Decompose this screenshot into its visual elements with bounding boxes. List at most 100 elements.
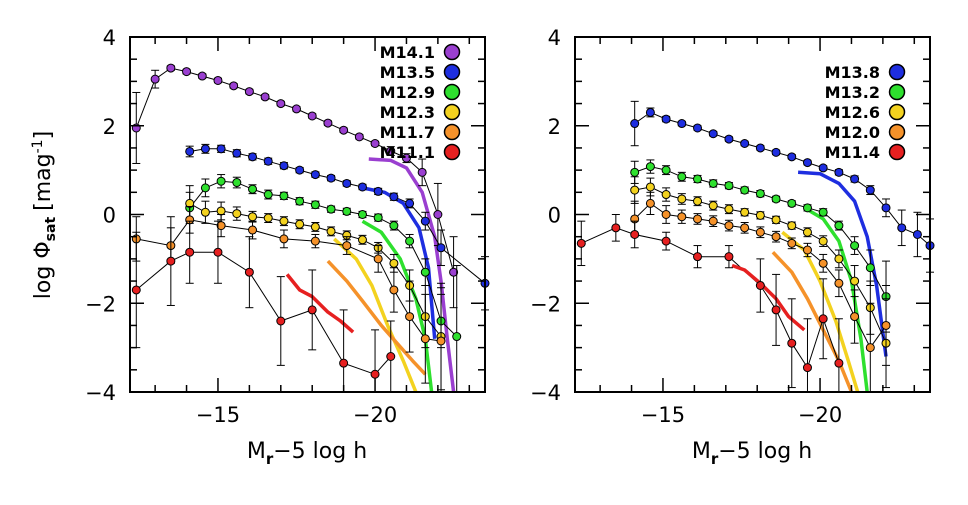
model-curve — [368, 157, 456, 393]
left-y-label-unit: [mag — [31, 153, 56, 210]
data-point — [850, 174, 860, 184]
data-point — [248, 184, 258, 194]
data-point — [244, 267, 254, 277]
model-curve — [285, 273, 355, 334]
data-point — [630, 167, 640, 177]
right-x-tick-label: −20 — [798, 403, 842, 427]
left-legend-marker — [443, 63, 461, 81]
data-point — [787, 238, 797, 248]
data-point — [818, 236, 828, 246]
left-y-tick-label: −2 — [85, 292, 116, 316]
data-point — [150, 74, 160, 84]
data-point — [755, 143, 765, 153]
data-point — [248, 152, 258, 162]
data-point — [787, 152, 797, 162]
data-point — [405, 236, 415, 246]
data-point — [279, 216, 289, 226]
data-point — [724, 181, 734, 191]
data-point — [420, 334, 430, 344]
data-point — [787, 198, 797, 208]
data-point — [436, 336, 446, 346]
data-point — [865, 343, 875, 353]
data-point — [771, 305, 781, 315]
data-point — [295, 196, 305, 206]
data-point — [370, 369, 380, 379]
data-point — [677, 172, 687, 182]
data-point — [326, 173, 336, 183]
data-point — [802, 227, 812, 237]
left-series-m13-5 — [185, 143, 490, 339]
data-point — [850, 312, 860, 322]
data-point — [802, 158, 812, 168]
left-series-m11-1 — [131, 216, 396, 392]
left-y-tick-label: −4 — [85, 381, 116, 405]
right-series-m13-8 — [630, 100, 935, 357]
data-line — [135, 251, 392, 375]
data-point — [708, 201, 718, 211]
data-point — [452, 332, 462, 342]
data-point — [771, 215, 781, 225]
right-legend-label: M13.2 — [825, 83, 880, 102]
left-y-axis-label: log Φsat [mag-1] — [30, 131, 59, 299]
model-curve — [361, 219, 434, 393]
left-x-tick-label: −15 — [196, 403, 240, 427]
data-point — [232, 178, 242, 188]
data-point — [326, 204, 336, 214]
data-point — [677, 194, 687, 204]
data-point — [818, 258, 828, 268]
left-x-tick-label: −20 — [353, 403, 397, 427]
data-point — [881, 320, 891, 330]
data-point — [232, 148, 242, 158]
data-point — [724, 252, 734, 262]
data-point — [389, 258, 399, 268]
right-legend-label: M13.8 — [825, 63, 880, 82]
model-curve — [731, 263, 806, 332]
data-point — [279, 161, 289, 171]
data-point — [740, 207, 750, 217]
data-point — [260, 92, 270, 102]
data-point — [354, 132, 364, 142]
left-y-label-close: ] — [31, 131, 56, 140]
left-series-m12-9 — [185, 174, 462, 393]
data-point — [724, 204, 734, 214]
right-y-tick-label: −2 — [530, 292, 561, 316]
data-point — [357, 182, 367, 192]
data-point — [661, 165, 671, 175]
data-point — [708, 129, 718, 139]
data-point — [818, 163, 828, 173]
left-x-axis-label: Mr−5 log h — [247, 439, 367, 468]
data-point — [386, 146, 396, 156]
data-point — [724, 221, 734, 231]
data-point — [310, 170, 320, 180]
right-y-tick-label: 0 — [548, 204, 561, 228]
data-point — [771, 147, 781, 157]
data-point — [850, 276, 860, 286]
data-line — [189, 180, 458, 337]
data-point — [370, 139, 380, 148]
data-point — [661, 190, 671, 200]
data-point — [576, 238, 586, 248]
data-point — [755, 227, 765, 237]
data-point — [182, 67, 192, 77]
data-point — [834, 358, 844, 368]
right-legend-marker — [888, 63, 906, 81]
data-point — [755, 281, 765, 290]
data-point — [881, 203, 891, 213]
data-point — [216, 176, 226, 186]
data-point — [897, 223, 907, 233]
data-point — [755, 210, 765, 220]
data-point — [645, 107, 655, 117]
data-point — [386, 352, 396, 361]
data-point — [276, 99, 286, 109]
data-point — [310, 200, 320, 210]
left-legend-marker — [443, 43, 461, 61]
data-point — [339, 358, 349, 368]
data-point — [818, 207, 828, 217]
data-point — [611, 223, 621, 233]
data-point — [342, 241, 352, 251]
data-point — [323, 118, 333, 128]
